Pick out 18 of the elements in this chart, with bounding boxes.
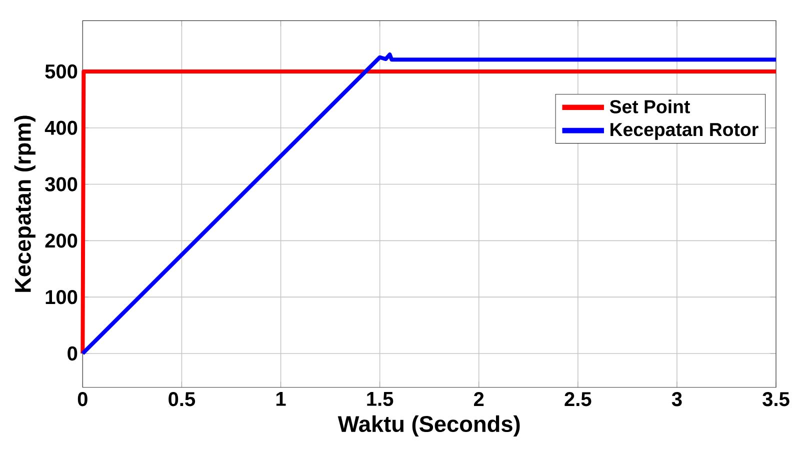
y-tick-label: 400 <box>44 120 78 135</box>
y-tick-label: 100 <box>46 290 78 304</box>
legend-label: Set Point <box>610 100 690 114</box>
y-tick-label: 300 <box>45 177 78 192</box>
legend-label: Kecepatan Rotor <box>610 123 758 140</box>
x-tick-label: 3 <box>672 392 682 406</box>
y-axis-title: Kecepatan (rpm) <box>14 116 36 292</box>
y-tick-label: 200 <box>45 234 78 248</box>
x-tick-label: 3.5 <box>762 392 790 406</box>
y-tick-label: 500 <box>45 64 78 79</box>
x-tick-label: 2 <box>474 392 484 406</box>
x-tick-label: 1 <box>276 392 286 406</box>
x-tick-label: 1.5 <box>367 392 394 406</box>
x-axis-title: Waktu (Seconds) <box>338 415 520 437</box>
x-tick-label: 2.5 <box>564 392 592 406</box>
y-tick-label: 0 <box>68 346 78 361</box>
x-tick-label: 0 <box>78 392 88 406</box>
x-tick-label: 0.5 <box>168 392 196 406</box>
